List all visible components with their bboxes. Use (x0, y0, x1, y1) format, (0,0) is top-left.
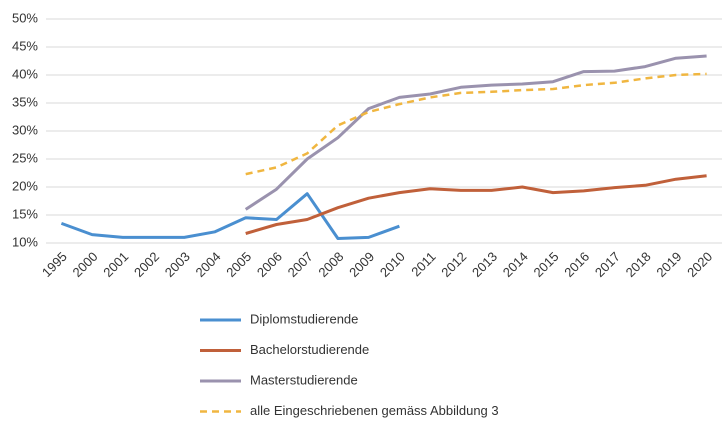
x-tick-label: 2016 (561, 249, 592, 280)
y-tick-label: 40% (12, 66, 38, 81)
legend-label: alle Eingeschriebenen gemäss Abbildung 3 (250, 403, 499, 418)
x-tick-label: 2014 (500, 249, 531, 280)
x-tick-label: 1995 (39, 249, 70, 280)
y-tick-label: 50% (12, 10, 38, 25)
series-line (245, 174, 707, 235)
x-tick-label: 2003 (162, 249, 193, 280)
series-line (60, 192, 400, 240)
x-tick-label: 2007 (285, 249, 316, 280)
y-tick-label: 20% (12, 178, 38, 193)
legend-label: Diplomstudierende (250, 311, 358, 326)
y-tick-label: 35% (12, 94, 38, 109)
x-tick-label: 2008 (315, 249, 346, 280)
x-tick-label: 2013 (469, 249, 500, 280)
y-tick-label: 10% (12, 234, 38, 249)
x-tick-label: 2017 (592, 249, 623, 280)
series-line (245, 72, 707, 176)
x-tick-label: 2011 (408, 249, 438, 279)
y-tick-label: 15% (12, 206, 38, 221)
y-tick-label: 25% (12, 150, 38, 165)
x-tick-label: 2005 (223, 249, 254, 280)
x-tick-label: 2012 (438, 249, 469, 280)
y-tick-label: 30% (12, 122, 38, 137)
x-tick-label: 2018 (623, 249, 654, 280)
x-tick-label: 2009 (346, 249, 377, 280)
y-tick-label: 45% (12, 38, 38, 53)
x-tick-label: 2010 (377, 249, 408, 280)
x-tick-label: 2004 (192, 249, 223, 280)
legend-label: Masterstudierende (250, 372, 358, 387)
x-tick-label: 2000 (70, 249, 101, 280)
series-line (244, 54, 707, 211)
legend-label: Bachelorstudierende (250, 342, 369, 357)
x-tick-label: 2002 (131, 249, 162, 280)
x-tick-label: 2015 (530, 249, 561, 280)
x-tick-label: 2020 (684, 249, 715, 280)
x-tick-label: 2019 (653, 249, 684, 280)
x-tick-label: 2001 (100, 249, 131, 280)
x-tick-label: 2006 (254, 249, 285, 280)
